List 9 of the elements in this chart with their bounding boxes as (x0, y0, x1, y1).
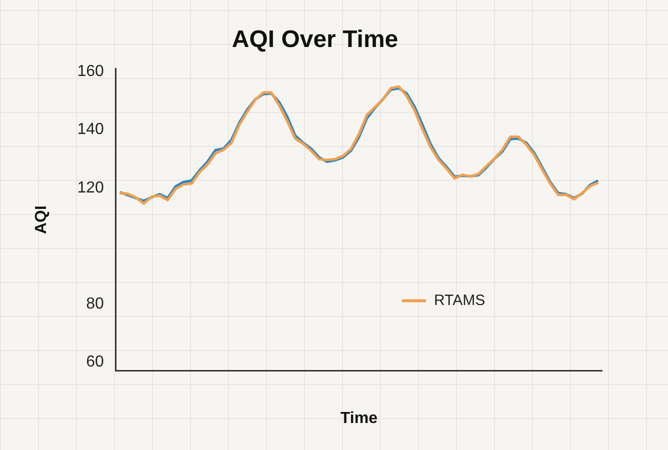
y-tick-label: 120 (77, 179, 104, 196)
legend-label: RTAMS (434, 292, 486, 309)
y-tick-label: 60 (86, 353, 104, 370)
y-tick-label: 160 (77, 63, 104, 80)
y-axis-title: AQI (33, 206, 50, 234)
x-axis-title: Time (340, 410, 378, 427)
y-tick-label: 80 (86, 295, 104, 312)
y-tick-label: 140 (77, 121, 104, 138)
chart-title: AQI Over Time (232, 26, 398, 54)
